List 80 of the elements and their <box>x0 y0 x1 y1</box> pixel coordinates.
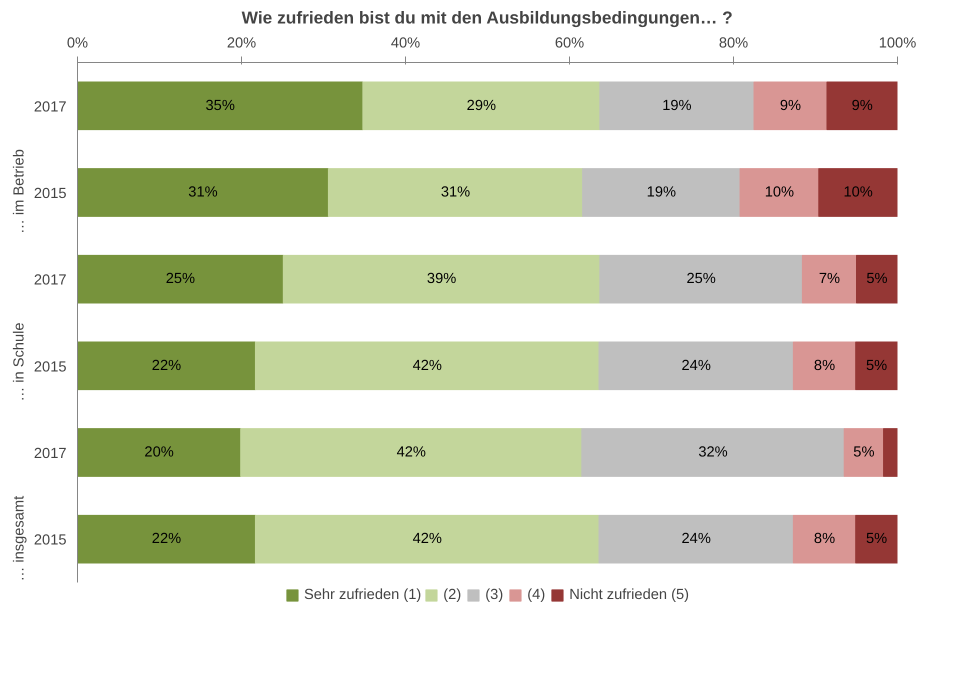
bar <box>856 254 898 304</box>
data-label: 25% <box>166 271 196 288</box>
bar <box>792 342 856 390</box>
bar <box>598 514 794 564</box>
bar <box>282 254 600 304</box>
bar <box>883 428 898 477</box>
text: … insgesamt <box>12 496 28 582</box>
x-tick-label: 80% <box>718 36 748 52</box>
data-label: 24% <box>682 358 711 374</box>
x-tick-label: 100% <box>878 36 916 52</box>
data-label: 32% <box>698 444 728 460</box>
data-label: 31% <box>440 184 470 200</box>
data-label: 19% <box>662 98 692 114</box>
data-label: 9% <box>780 98 802 114</box>
y-tick-label: 2017 <box>34 99 67 116</box>
bar <box>844 428 884 477</box>
bar <box>818 168 898 217</box>
bar <box>802 254 857 304</box>
bar <box>78 254 284 304</box>
bar <box>855 342 898 390</box>
chart-title: Wie zufrieden bist du mit den Ausbildungsbedingungen… ? <box>242 8 733 28</box>
data-label: 39% <box>426 271 456 288</box>
data-label: 5% <box>866 271 888 288</box>
bar <box>78 342 256 390</box>
bar <box>582 168 741 217</box>
legend-label: Sehr zufrieden (1) <box>304 587 422 603</box>
data-label: 5% <box>866 358 888 374</box>
data-label: 19% <box>646 184 676 200</box>
data-label: 22% <box>152 531 182 548</box>
data-label: 24% <box>682 531 711 548</box>
data-label: 5% <box>853 444 874 460</box>
data-label: 20% <box>144 444 174 460</box>
bar <box>328 168 584 217</box>
y-tick-label: 2017 <box>34 446 67 462</box>
bar <box>78 514 256 564</box>
text: … in Schule <box>12 322 28 402</box>
data-label: 9% <box>852 98 873 114</box>
bar <box>362 82 600 130</box>
bar <box>598 342 794 390</box>
bar <box>254 514 600 564</box>
bar <box>581 428 845 477</box>
bar <box>826 82 898 130</box>
text: … im Betrieb <box>12 149 28 234</box>
data-label: 35% <box>206 98 235 114</box>
data-label: 8% <box>814 531 836 548</box>
bar <box>599 82 754 130</box>
legend-label: Nicht zufrieden (5) <box>569 587 690 603</box>
y-tick-label: 2015 <box>34 532 67 549</box>
data-label: 31% <box>188 184 218 200</box>
x-tick-label: 60% <box>554 36 584 52</box>
data-label: 7% <box>818 271 840 288</box>
x-tick-label: 0% <box>66 36 88 52</box>
x-tick-label: 20% <box>226 36 256 52</box>
data-label: 42% <box>396 444 426 460</box>
bar <box>78 428 242 477</box>
data-label: 22% <box>152 358 182 374</box>
bar <box>254 342 600 390</box>
legend-label: (3) <box>485 587 504 603</box>
bar <box>855 514 898 564</box>
bar <box>792 514 856 564</box>
data-label: 42% <box>412 531 442 548</box>
bar <box>740 168 820 217</box>
data-label: 10% <box>764 184 794 200</box>
bar <box>754 82 828 130</box>
data-label: 42% <box>412 358 442 374</box>
bar <box>78 168 329 217</box>
legend-label: (2) <box>443 587 462 603</box>
data-label: 10% <box>843 184 873 200</box>
y-tick-label: 2015 <box>34 359 67 376</box>
y-tick-label: 2015 <box>34 186 67 202</box>
legend-label: (4) <box>527 587 546 603</box>
bar <box>599 254 803 304</box>
bar <box>78 82 364 130</box>
data-label: 8% <box>814 358 836 374</box>
x-tick-label: 40% <box>390 36 420 52</box>
bar <box>240 428 582 477</box>
y-tick-label: 2017 <box>34 272 67 289</box>
data-label: 25% <box>686 271 716 288</box>
data-label: 29% <box>466 98 496 114</box>
data-label: 5% <box>866 531 888 548</box>
